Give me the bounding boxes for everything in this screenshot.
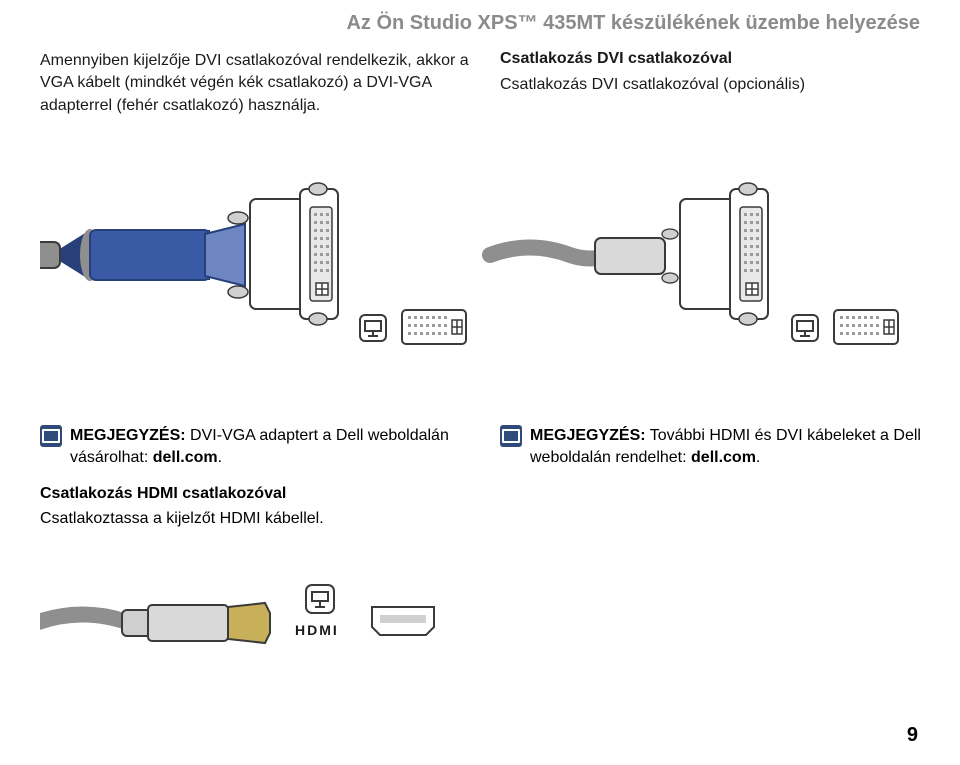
note-label: MEGJEGYZÉS:	[530, 427, 646, 444]
hdmi-heading: Csatlakozás HDMI csatlakozóval	[40, 485, 286, 503]
hdmi-sub: Csatlakoztassa a kijelzőt HDMI kábellel.	[40, 510, 324, 528]
note-right: MEGJEGYZÉS: További HDMI és DVI kábeleke…	[500, 425, 930, 468]
note-right-text: MEGJEGYZÉS: További HDMI és DVI kábeleke…	[530, 425, 930, 468]
note-label: MEGJEGYZÉS:	[70, 427, 186, 444]
note-left: MEGJEGYZÉS: DVI-VGA adaptert a Dell webo…	[40, 425, 470, 468]
note-bold: dell.com	[691, 449, 756, 466]
right-body-text: Csatlakozás DVI csatlakozóval (opcionáli…	[500, 74, 930, 96]
note-icon	[500, 425, 522, 447]
note-left-text: MEGJEGYZÉS: DVI-VGA adaptert a Dell webo…	[70, 425, 470, 468]
note-bold: dell.com	[153, 449, 218, 466]
hdmi-illustration: HDMI	[40, 555, 470, 705]
note-icon	[40, 425, 62, 447]
note-tail: .	[218, 449, 222, 466]
left-paragraph: Amennyiben kijelzője DVI csatlakozóval r…	[40, 50, 470, 117]
connector-illustration-top	[40, 175, 920, 390]
left-body-text: Amennyiben kijelzője DVI csatlakozóval r…	[40, 50, 470, 117]
page-number: 9	[907, 724, 918, 747]
right-section: Csatlakozás DVI csatlakozóval Csatlakozá…	[500, 50, 930, 96]
right-heading: Csatlakozás DVI csatlakozóval	[500, 50, 930, 68]
page-title: Az Ön Studio XPS™ 435MT készülékének üze…	[346, 12, 920, 35]
note-tail: .	[756, 449, 760, 466]
svg-text:HDMI: HDMI	[295, 622, 339, 638]
